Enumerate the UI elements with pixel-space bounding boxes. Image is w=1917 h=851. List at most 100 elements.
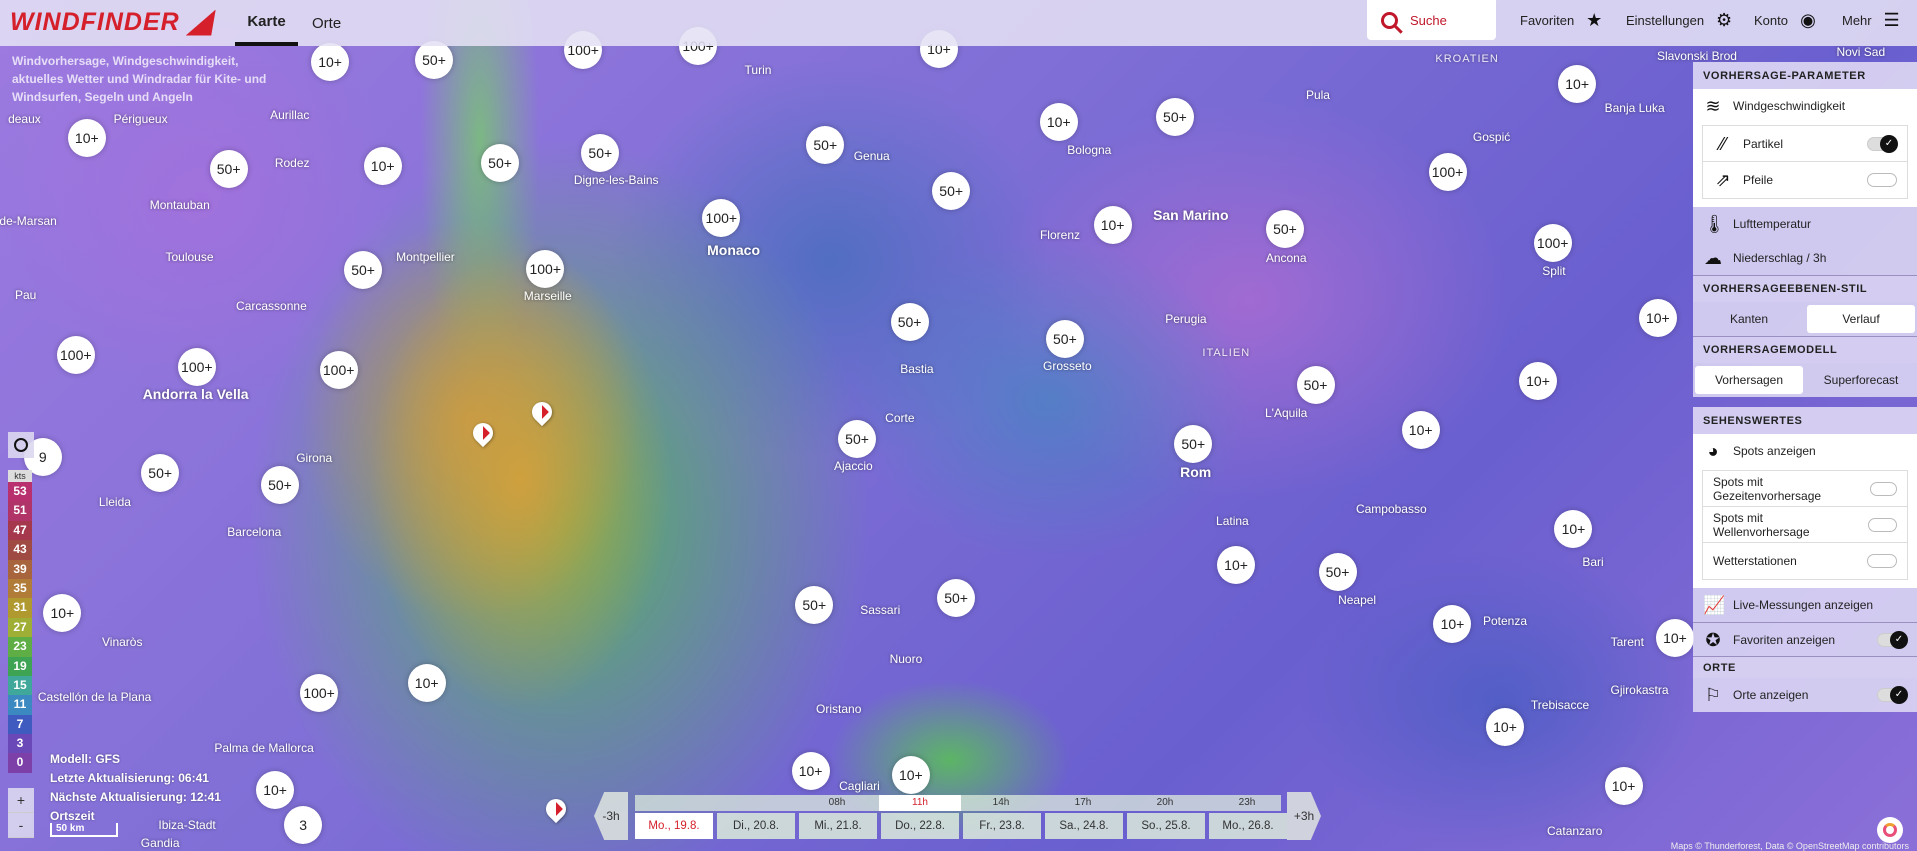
zoom-out-button[interactable]: - [8, 813, 34, 838]
spot-cluster-marker[interactable]: 50+ [1296, 366, 1335, 405]
spot-cluster-marker[interactable]: 50+ [141, 454, 180, 493]
spot-cluster-marker[interactable]: 10+ [1401, 411, 1440, 450]
spot-cluster-marker[interactable]: 50+ [806, 126, 845, 165]
spot-cluster-marker[interactable]: 10+ [363, 147, 402, 186]
spot-cluster-marker[interactable]: 50+ [838, 419, 877, 458]
tide-toggle[interactable] [1869, 481, 1897, 496]
zoom-controls: + - [8, 788, 34, 838]
search-button[interactable]: Suche [1367, 0, 1496, 40]
day-button[interactable]: So., 25.8. [1127, 813, 1205, 839]
spot-cluster-marker[interactable]: 100+ [300, 674, 339, 713]
spot-cluster-marker[interactable]: 10+ [1039, 103, 1078, 142]
spot-cluster-marker[interactable]: 50+ [581, 133, 620, 172]
spot-cluster-marker[interactable]: 50+ [1155, 98, 1194, 137]
tab-orte[interactable]: Orte [312, 14, 342, 32]
spot-cluster-marker[interactable]: 50+ [209, 149, 248, 188]
spot-cluster-marker[interactable]: 10+ [1217, 545, 1256, 584]
spot-cluster-marker[interactable]: 50+ [344, 251, 383, 290]
windfinder-badge-icon[interactable] [1877, 817, 1903, 843]
hour-tick[interactable]: 14h [992, 797, 1010, 808]
spot-cluster-marker[interactable]: 50+ [1318, 553, 1357, 592]
day-button[interactable]: Fr., 23.8. [963, 813, 1041, 839]
day-button[interactable]: Sa., 24.8. [1045, 813, 1123, 839]
stations-toggle[interactable] [1867, 554, 1897, 568]
day-button[interactable]: Mo., 26.8. [1209, 813, 1287, 839]
model-forecast[interactable]: Vorhersagen [1695, 366, 1803, 394]
live-option[interactable]: 📈 Live-Messungen anzeigen [1693, 588, 1917, 622]
hour-tick[interactable]: 08h [828, 797, 846, 808]
spot-cluster-marker[interactable]: 10+ [1655, 619, 1694, 658]
arrows-toggle[interactable] [1867, 173, 1897, 187]
spot-cluster-marker[interactable]: 50+ [937, 578, 976, 617]
hour-tick[interactable]: 20h [1156, 797, 1174, 808]
spot-cluster-marker[interactable]: 3 [284, 806, 323, 845]
spot-cluster-marker[interactable]: 50+ [260, 466, 299, 505]
spot-cluster-marker[interactable]: 10+ [1558, 65, 1597, 104]
day-button[interactable]: Di., 20.8. [717, 813, 795, 839]
spot-pin-icon[interactable] [468, 418, 498, 447]
spot-cluster-marker[interactable]: 10+ [407, 664, 446, 703]
style-kanten[interactable]: Kanten [1729, 312, 1769, 326]
spot-cluster-marker[interactable]: 10+ [1554, 510, 1593, 549]
spot-cluster-marker[interactable]: 10+ [1093, 205, 1132, 244]
spot-cluster-marker[interactable]: 10+ [891, 756, 930, 795]
account-button[interactable]: Konto ◉ [1754, 0, 1818, 40]
spot-cluster-marker[interactable]: 50+ [415, 40, 454, 79]
spot-cluster-marker[interactable]: 10+ [256, 770, 295, 809]
hour-tick[interactable]: 17h [1074, 797, 1092, 808]
spot-cluster-marker[interactable]: 100+ [319, 351, 358, 390]
favorites-toggle[interactable] [1877, 630, 1908, 649]
spot-cluster-marker[interactable]: 50+ [932, 171, 971, 210]
spot-cluster-marker[interactable]: 50+ [1045, 319, 1084, 358]
spot-cluster-marker[interactable]: 10+ [43, 593, 82, 632]
spot-cluster-marker[interactable]: 10+ [1519, 362, 1558, 401]
spot-cluster-marker[interactable]: 50+ [795, 586, 834, 625]
windfinder-logo[interactable]: WINDFINDER [10, 8, 216, 37]
spot-cluster-marker[interactable]: 10+ [1638, 298, 1677, 337]
temperature-option[interactable]: 🌡 Lufttemperatur [1693, 207, 1917, 241]
waves-toggle[interactable] [1867, 517, 1897, 532]
day-button[interactable]: Mo., 19.8. [635, 813, 713, 839]
particles-toggle[interactable] [1867, 134, 1898, 153]
spot-cluster-marker[interactable]: 50+ [1265, 209, 1304, 248]
city-label: San Marino [1153, 207, 1229, 224]
spot-cluster-marker[interactable]: 10+ [1604, 767, 1643, 806]
tab-karte[interactable]: Karte [235, 0, 298, 46]
spot-cluster-marker[interactable]: 100+ [1533, 224, 1572, 263]
style-verlauf[interactable]: Verlauf [1807, 305, 1915, 333]
legend-value: 7 [8, 714, 32, 735]
spot-cluster-marker[interactable]: 10+ [311, 43, 350, 82]
hour-tick[interactable]: 23h [1238, 797, 1256, 808]
precipitation-option[interactable]: ☁ Niederschlag / 3h [1693, 241, 1917, 275]
day-button[interactable]: Do., 22.8. [881, 813, 959, 839]
hour-tick[interactable]: 11h [879, 795, 961, 811]
spot-cluster-marker[interactable]: 50+ [481, 143, 520, 182]
spot-cluster-marker[interactable]: 100+ [177, 347, 216, 386]
spot-cluster-marker[interactable]: 100+ [526, 249, 565, 288]
more-button[interactable]: Mehr ☰ [1842, 0, 1902, 40]
day-button[interactable]: Mi., 21.8. [799, 813, 877, 839]
spot-cluster-marker[interactable]: 50+ [890, 302, 929, 341]
spot-pin-icon[interactable] [527, 397, 556, 427]
spot-cluster-marker[interactable]: 100+ [56, 335, 95, 374]
model-superforecast[interactable]: Superforecast [1823, 373, 1899, 387]
zoom-in-button[interactable]: + [8, 788, 34, 813]
spot-cluster-marker[interactable]: 10+ [1486, 708, 1525, 747]
settings-button[interactable]: Einstellungen ⚙ [1626, 0, 1734, 40]
favorites-button[interactable]: Favoriten ★ [1520, 0, 1604, 40]
spot-pin-icon[interactable] [542, 795, 571, 824]
spot-cluster-marker[interactable]: 50+ [1174, 424, 1213, 463]
spot-cluster-marker[interactable]: 10+ [791, 752, 830, 791]
city-label: de-Marsan [0, 214, 57, 229]
city-label: Trebisacce [1530, 698, 1590, 713]
wind-speed-option[interactable]: ≋ Windgeschwindigkeit [1693, 89, 1917, 123]
spot-cluster-marker[interactable]: 10+ [1433, 604, 1472, 643]
places-toggle[interactable] [1877, 686, 1908, 704]
city-label: Aurillac [270, 107, 310, 122]
locate-button[interactable] [8, 432, 34, 458]
spot-cluster-marker[interactable]: 10+ [67, 119, 106, 158]
spots-option[interactable]: ◕ Spots anzeigen [1693, 434, 1917, 468]
spot-cluster-marker[interactable]: 100+ [702, 198, 741, 237]
spot-cluster-marker[interactable]: 100+ [1428, 153, 1467, 192]
